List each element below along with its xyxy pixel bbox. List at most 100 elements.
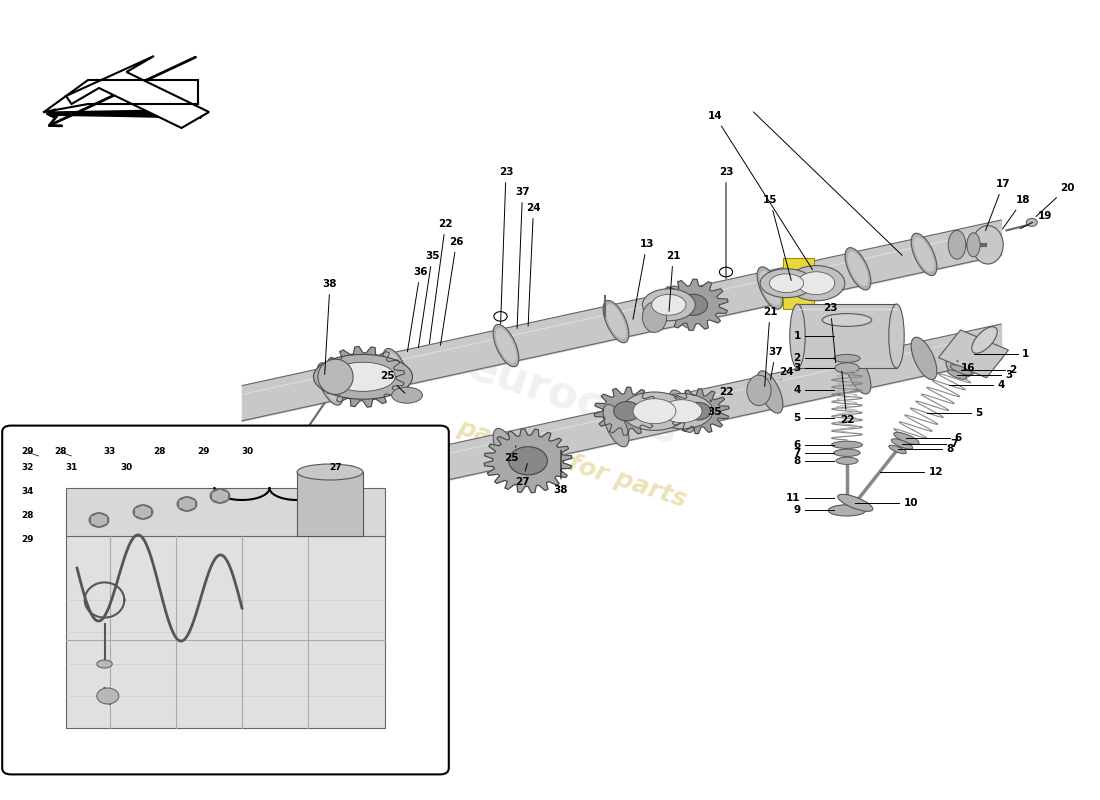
Ellipse shape — [891, 438, 913, 449]
Text: 28: 28 — [54, 447, 67, 457]
Bar — [297, 472, 363, 536]
Ellipse shape — [320, 366, 340, 402]
Text: 23: 23 — [498, 167, 514, 324]
Text: 24: 24 — [526, 203, 541, 326]
Ellipse shape — [757, 267, 783, 309]
Text: 5: 5 — [976, 408, 982, 418]
Bar — [798, 304, 896, 368]
Text: 24: 24 — [779, 367, 794, 380]
Text: 22: 22 — [429, 219, 453, 344]
Text: 35: 35 — [418, 251, 440, 348]
Ellipse shape — [911, 338, 937, 379]
Ellipse shape — [828, 505, 866, 516]
Ellipse shape — [651, 294, 686, 315]
Ellipse shape — [788, 266, 845, 301]
Polygon shape — [938, 330, 1009, 378]
Ellipse shape — [747, 375, 771, 406]
Polygon shape — [90, 513, 108, 527]
Ellipse shape — [669, 390, 695, 432]
Text: 30: 30 — [241, 447, 254, 457]
Text: 35: 35 — [707, 400, 723, 417]
Text: 13: 13 — [632, 239, 654, 319]
Text: 32: 32 — [21, 463, 34, 473]
Text: 26: 26 — [440, 237, 464, 346]
Text: 34: 34 — [21, 487, 34, 497]
Polygon shape — [668, 389, 729, 434]
Ellipse shape — [634, 398, 675, 424]
Ellipse shape — [318, 359, 353, 394]
Text: 1: 1 — [1022, 349, 1030, 359]
Ellipse shape — [757, 371, 783, 413]
FancyBboxPatch shape — [2, 426, 449, 774]
Ellipse shape — [662, 400, 702, 422]
Ellipse shape — [383, 349, 409, 390]
Ellipse shape — [317, 467, 343, 509]
Circle shape — [1026, 218, 1037, 226]
Ellipse shape — [392, 387, 422, 403]
Ellipse shape — [894, 432, 918, 445]
Text: 6: 6 — [793, 440, 801, 450]
Ellipse shape — [392, 455, 422, 471]
Circle shape — [719, 267, 733, 277]
Ellipse shape — [972, 226, 1003, 264]
Ellipse shape — [911, 234, 937, 275]
Text: 30: 30 — [120, 463, 133, 473]
Circle shape — [299, 427, 317, 440]
Ellipse shape — [97, 660, 112, 668]
Circle shape — [133, 505, 153, 519]
Circle shape — [345, 364, 381, 390]
Text: 16: 16 — [957, 361, 976, 373]
Text: 29: 29 — [197, 447, 210, 457]
Text: 17: 17 — [986, 179, 1011, 230]
Text: 18: 18 — [1002, 195, 1031, 229]
Ellipse shape — [948, 230, 966, 259]
Text: 9: 9 — [794, 506, 801, 515]
Circle shape — [494, 311, 507, 322]
Ellipse shape — [835, 363, 859, 373]
Text: 21: 21 — [666, 251, 681, 311]
Ellipse shape — [967, 233, 980, 257]
Circle shape — [813, 357, 826, 366]
Ellipse shape — [317, 363, 343, 405]
Ellipse shape — [672, 290, 692, 325]
Text: 4: 4 — [793, 386, 801, 395]
Ellipse shape — [383, 453, 409, 494]
Ellipse shape — [642, 289, 695, 321]
Ellipse shape — [790, 304, 805, 368]
Ellipse shape — [386, 352, 406, 387]
Text: 22: 22 — [718, 387, 734, 397]
Text: 8: 8 — [793, 456, 801, 466]
Polygon shape — [178, 497, 196, 511]
Text: 23: 23 — [718, 167, 734, 279]
Ellipse shape — [496, 328, 516, 363]
Text: 4: 4 — [998, 380, 1004, 390]
Ellipse shape — [642, 302, 667, 333]
Text: 5: 5 — [793, 414, 801, 423]
Circle shape — [614, 402, 640, 421]
Circle shape — [97, 688, 119, 704]
Ellipse shape — [297, 464, 363, 480]
Text: 6: 6 — [955, 434, 962, 443]
Text: 11: 11 — [786, 493, 801, 502]
Text: 1: 1 — [793, 331, 801, 341]
Text: 2: 2 — [793, 354, 801, 363]
Ellipse shape — [845, 352, 871, 394]
Circle shape — [89, 513, 109, 527]
Ellipse shape — [971, 326, 998, 354]
Ellipse shape — [947, 370, 967, 379]
Polygon shape — [134, 505, 152, 519]
Text: 27: 27 — [329, 463, 342, 473]
Ellipse shape — [798, 272, 835, 294]
Ellipse shape — [317, 460, 409, 502]
Ellipse shape — [333, 467, 393, 494]
Ellipse shape — [889, 304, 904, 368]
Text: 38: 38 — [322, 279, 338, 374]
Text: 25: 25 — [379, 371, 405, 394]
Ellipse shape — [836, 458, 858, 465]
Ellipse shape — [760, 270, 780, 306]
Polygon shape — [658, 279, 728, 330]
Text: 36: 36 — [407, 267, 428, 352]
Text: 7: 7 — [793, 448, 801, 458]
Text: 2: 2 — [1010, 365, 1016, 374]
Ellipse shape — [946, 346, 979, 378]
